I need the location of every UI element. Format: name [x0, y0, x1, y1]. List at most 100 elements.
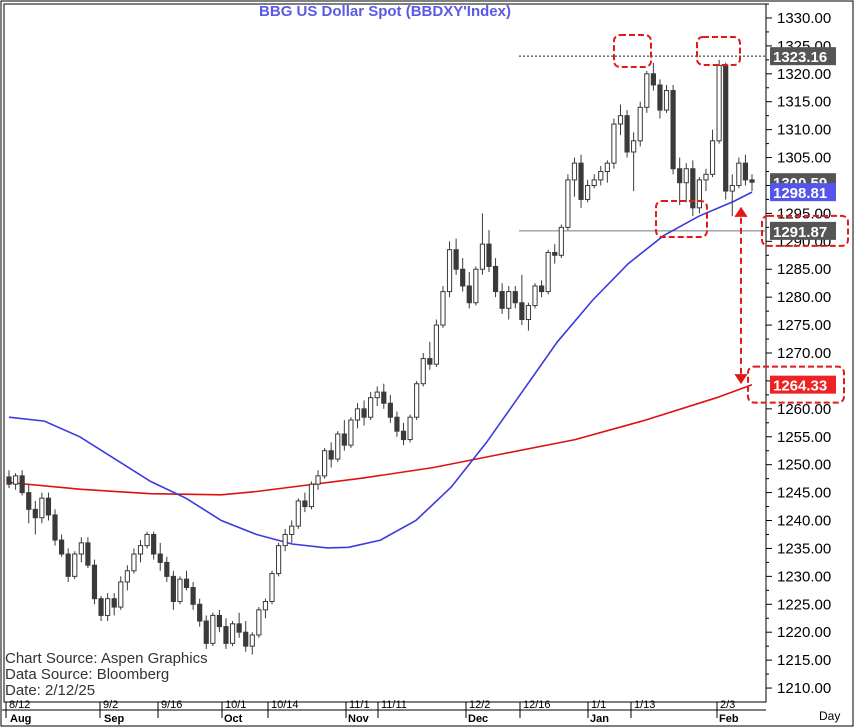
candle-body	[565, 179, 571, 228]
candle-body	[709, 140, 716, 175]
candle-body	[282, 533, 288, 547]
moving-averages	[8, 55, 766, 549]
price-callout-label: 1264.33	[773, 378, 827, 395]
candle-body	[538, 285, 545, 293]
source-line-chart: Chart Source: Aspen Graphics	[5, 650, 208, 667]
candle-body	[492, 265, 499, 293]
candle-body	[446, 249, 453, 293]
x-tick-label-top: 12/16	[523, 699, 551, 711]
candle-body	[210, 614, 216, 644]
candle-body	[591, 179, 597, 186]
candle-body	[111, 598, 117, 608]
candle-body	[578, 162, 584, 200]
candle-body	[164, 561, 170, 577]
y-tick-label: 1320.00	[777, 66, 831, 83]
y-tick-label: 1255.00	[777, 429, 831, 446]
x-axis-label: Day	[819, 709, 840, 723]
candle-body	[190, 587, 196, 605]
candle-body	[275, 545, 282, 575]
x-axis: 8/12 9/2 9/16 10/1 10/14 11/1 11/11 12/2 12/16 1/…	[5, 699, 840, 725]
candle-body	[670, 90, 676, 170]
annotation-box-low	[655, 200, 708, 238]
candle-body	[45, 497, 52, 516]
y-tick-label: 1245.00	[777, 485, 831, 502]
y-tick-label: 1305.00	[777, 150, 831, 167]
candle-body	[466, 285, 472, 304]
candle-body	[308, 483, 315, 508]
candle-body	[414, 383, 420, 418]
candle-body	[85, 542, 91, 566]
x-tick-label-month: Aug	[10, 713, 31, 725]
chart-title: BBG US Dollar Spot (BBDXY'Index)	[259, 3, 511, 20]
x-tick-label-top: 8/12	[9, 699, 30, 711]
annotations	[613, 34, 849, 404]
candle-body	[617, 115, 624, 125]
x-tick-label-month: Oct	[224, 713, 243, 725]
y-tick-label: 1330.00	[777, 10, 831, 27]
candle-body	[460, 268, 466, 287]
candle-body	[26, 492, 32, 510]
candle-body	[341, 433, 347, 446]
candle-body	[604, 162, 610, 173]
candle-body	[453, 249, 459, 270]
x-tick-label-top: 1/13	[634, 699, 655, 711]
source-line-data: Data Source: Bloomberg	[5, 666, 169, 683]
candle-body	[236, 623, 242, 633]
candle-body	[571, 162, 578, 181]
annotation-box-peak-1	[613, 34, 652, 68]
candle-body	[65, 553, 71, 577]
candle-body	[703, 173, 709, 181]
candle-body	[354, 408, 361, 421]
candle-body	[269, 573, 275, 602]
candle-body	[631, 140, 637, 153]
candle-body	[729, 184, 735, 192]
x-tick-label-top: 9/2	[103, 699, 118, 711]
x-tick-label-month: Feb	[719, 713, 739, 725]
candle-body	[197, 603, 203, 622]
candle-body	[499, 291, 505, 309]
candle-body	[506, 291, 512, 309]
x-tick-label-month: Nov	[348, 713, 370, 725]
candle-body	[683, 168, 689, 184]
candle-body	[696, 179, 702, 209]
candle-body	[407, 416, 413, 441]
candle-body	[473, 268, 479, 304]
candle-body	[736, 162, 742, 186]
candle-body	[723, 64, 729, 192]
price-callout-box	[770, 221, 836, 240]
candle-body	[229, 623, 236, 644]
candle-body	[216, 614, 223, 628]
candle-body	[512, 291, 518, 304]
x-tick-label-top: 1/1	[591, 699, 606, 711]
x-tick-label-top: 11/11	[381, 699, 407, 711]
x-tick-label-top: 11/1	[349, 699, 370, 711]
candle-body	[440, 291, 446, 326]
y-tick-label: 1215.00	[777, 652, 831, 669]
y-tick-label: 1240.00	[777, 513, 831, 530]
candle-body	[295, 500, 301, 527]
price-callout-label: 1291.87	[773, 224, 827, 241]
candle-body	[118, 581, 124, 608]
y-axis: 1210.00 1215.00 1220.00 1225.00 1230.00 1235.…	[766, 3, 831, 697]
x-tick-label-top: 10/14	[271, 699, 299, 711]
x-tick-label-month: Sep	[104, 713, 124, 725]
candle-body	[203, 620, 209, 644]
candle-body	[12, 475, 19, 485]
candle-body	[19, 475, 25, 494]
candle-body	[598, 171, 604, 181]
candle-body	[223, 626, 229, 644]
x-tick-label-top: 10/1	[225, 699, 246, 711]
y-tick-label: 1310.00	[777, 122, 831, 139]
x-tick-label-top: 2/3	[720, 699, 735, 711]
y-tick-label: 1270.00	[777, 345, 831, 362]
candle-body	[137, 545, 144, 555]
projection-arrow-head-down	[734, 373, 748, 385]
projection-arrow-head-up	[734, 206, 748, 218]
y-tick-label: 1315.00	[777, 94, 831, 111]
annotation-box-callout-support	[761, 214, 849, 247]
candle-body	[368, 397, 374, 418]
candle-body	[519, 302, 525, 320]
candle-body	[98, 598, 104, 616]
